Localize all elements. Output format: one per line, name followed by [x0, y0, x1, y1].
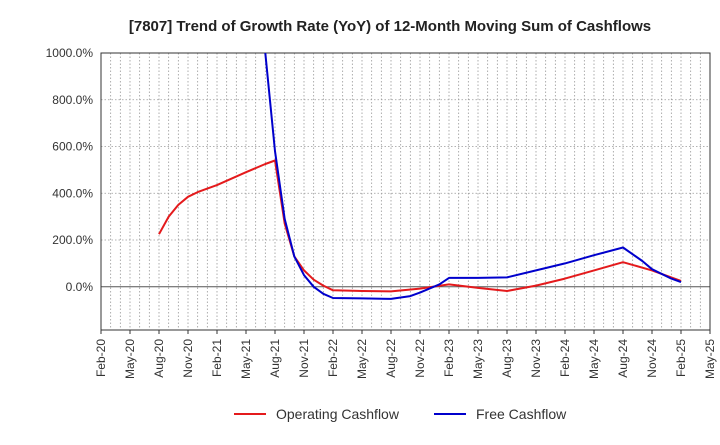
y-tick-label: 600.0%	[52, 140, 93, 154]
x-tick-label: Aug-20	[152, 339, 166, 378]
legend-label-operating-cashflow: Operating Cashflow	[276, 406, 400, 422]
y-tick-label: 200.0%	[52, 233, 93, 247]
x-tick-label: Aug-24	[616, 339, 630, 378]
x-tick-label: May-24	[587, 339, 601, 379]
x-tick-label: Feb-24	[558, 339, 572, 377]
y-tick-label: 800.0%	[52, 93, 93, 107]
series-line-free-cashflow	[264, 53, 682, 300]
x-tick-label: May-22	[355, 339, 369, 379]
x-tick-label: Feb-22	[326, 339, 340, 377]
x-tick-label: Nov-21	[297, 339, 311, 378]
legend-label-free-cashflow: Free Cashflow	[476, 406, 567, 422]
axis-layer: 1000.0% 800.0% 600.0% 400.0% 200.0% 0.0% Feb-2…	[46, 46, 717, 379]
x-tick-label: Feb-23	[442, 339, 456, 377]
y-tick-label: 0.0%	[66, 280, 94, 294]
x-tick-label: Aug-23	[500, 339, 514, 378]
x-tick-label: Aug-22	[384, 339, 398, 378]
x-tick-label: Aug-21	[268, 339, 282, 378]
x-tick-label: Feb-20	[94, 339, 108, 377]
x-tick-label: Nov-22	[413, 339, 427, 378]
x-tick-label: Feb-21	[210, 339, 224, 377]
x-tick-label: May-20	[123, 339, 137, 379]
grid-layer	[101, 53, 710, 330]
x-tick-label: Nov-20	[181, 339, 195, 378]
series-layer	[158, 53, 682, 300]
x-tick-label: Feb-25	[674, 339, 688, 377]
chart-title: [7807] Trend of Growth Rate (YoY) of 12-…	[129, 18, 651, 35]
x-tick-label: Nov-24	[645, 339, 659, 378]
legend: Operating Cashflow Free Cashflow	[234, 406, 567, 422]
plot-frame	[100, 52, 711, 331]
x-tick-label: May-23	[471, 339, 485, 379]
x-tick-label: Nov-23	[529, 339, 543, 378]
y-tick-label: 400.0%	[52, 186, 93, 200]
y-tick-label: 1000.0%	[46, 46, 94, 60]
series-line-operating-cashflow	[158, 159, 682, 293]
x-tick-label: May-21	[239, 339, 253, 379]
x-tick-label: May-25	[703, 339, 717, 379]
